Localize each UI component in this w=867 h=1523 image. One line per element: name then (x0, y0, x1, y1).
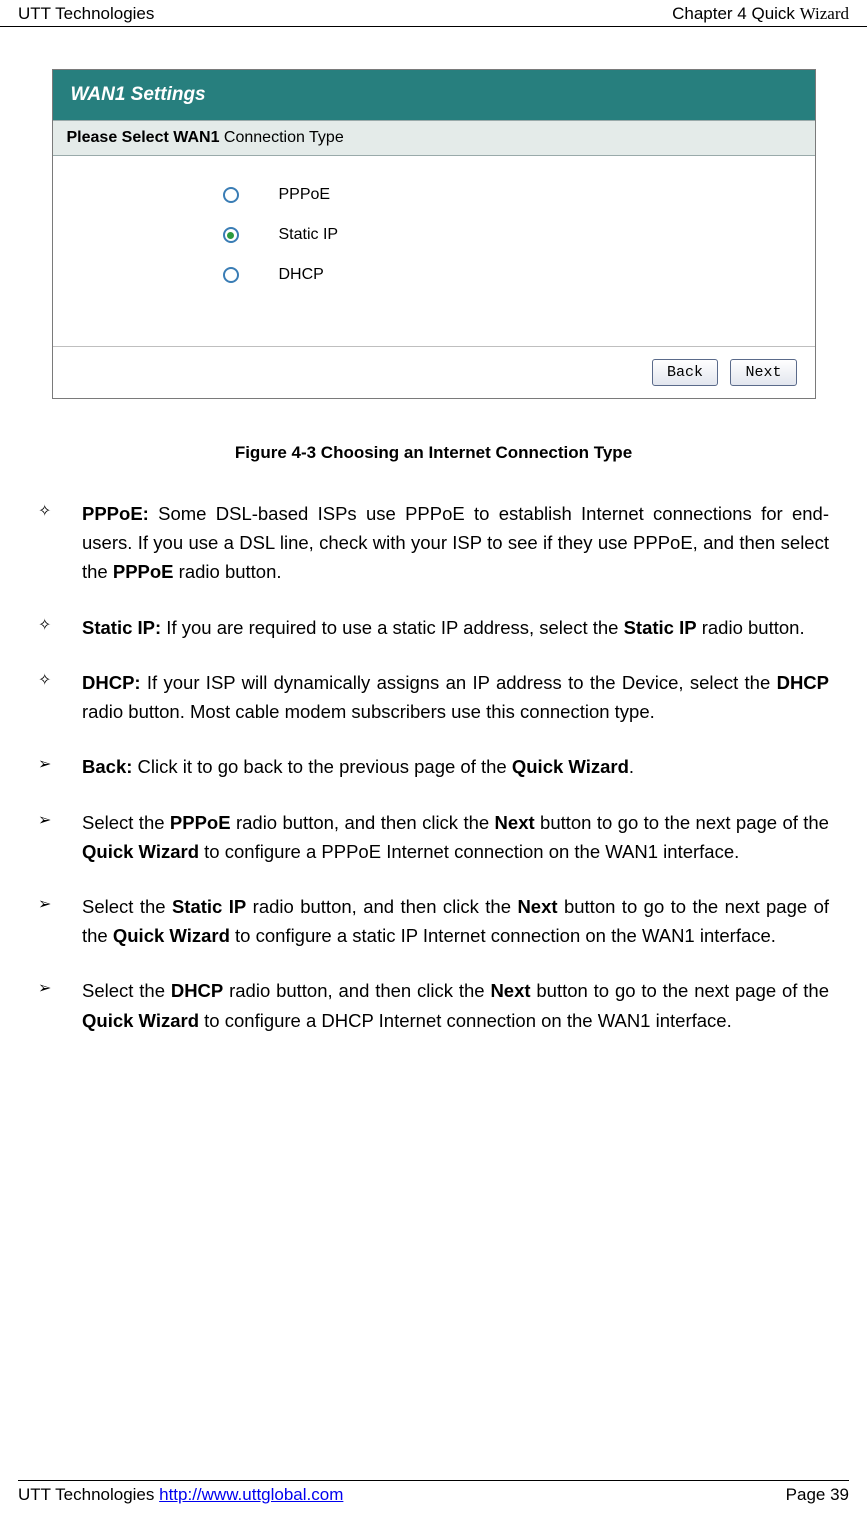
option-row-dhcp[interactable]: DHCP (223, 266, 815, 284)
header-left: UTT Technologies (18, 4, 154, 24)
b: Quick Wizard (82, 1010, 199, 1031)
b: PPPoE (170, 812, 231, 833)
bullet-arrow-icon: ➢ (38, 808, 82, 866)
header-right-prefix: Chapter 4 Quick (672, 4, 800, 23)
button-row: Back Next (53, 346, 815, 398)
bullet-diamond-icon: ✧ (38, 668, 82, 726)
t: radio button. (697, 617, 805, 638)
b: Quick Wizard (113, 925, 230, 946)
item-text: Select the DHCP radio button, and then c… (82, 976, 829, 1034)
t: radio button. (174, 561, 282, 582)
t: Select the (82, 896, 172, 917)
t: Select the (82, 812, 170, 833)
t: If your ISP will dynamically assigns an … (141, 672, 777, 693)
option-label: DHCP (279, 266, 324, 284)
t: to configure a PPPoE Internet connection… (199, 841, 739, 862)
b: Next (495, 812, 535, 833)
item-text: Select the Static IP radio button, and t… (82, 892, 829, 950)
header-right: Chapter 4 Quick Wizard (672, 4, 849, 24)
footer-left: UTT Technologies http://www.uttglobal.co… (18, 1485, 343, 1505)
option-label: PPPoE (279, 186, 331, 204)
option-row-pppoe[interactable]: PPPoE (223, 186, 815, 204)
t: radio button. Most cable modem subscribe… (82, 701, 655, 722)
item-text: PPPoE: Some DSL-based ISPs use PPPoE to … (82, 499, 829, 587)
list-item: ✧ Static IP: If you are required to use … (38, 613, 829, 642)
page-footer: UTT Technologies http://www.uttglobal.co… (18, 1480, 849, 1505)
bullet-diamond-icon: ✧ (38, 613, 82, 642)
t: radio button, and then click the (223, 980, 490, 1001)
body-content: ✧ PPPoE: Some DSL-based ISPs use PPPoE t… (38, 499, 829, 1035)
lead: Back: (82, 756, 132, 777)
item-text: Back: Click it to go back to the previou… (82, 752, 829, 781)
footer-right: Page 39 (786, 1485, 849, 1505)
list-item: ➢ Select the Static IP radio button, and… (38, 892, 829, 950)
inline: DHCP (777, 672, 829, 693)
figure-wrap: WAN1 Settings Please Select WAN1 Connect… (52, 69, 816, 463)
b: Static IP (172, 896, 246, 917)
back-button[interactable]: Back (652, 359, 718, 386)
item-text: DHCP: If your ISP will dynamically assig… (82, 668, 829, 726)
item-text: Select the PPPoE radio button, and then … (82, 808, 829, 866)
t: button to go to the next page of the (535, 812, 829, 833)
t: radio button, and then click the (231, 812, 495, 833)
t: to configure a static IP Internet connec… (230, 925, 776, 946)
inline: PPPoE (113, 561, 174, 582)
t: to configure a DHCP Internet connection … (199, 1010, 732, 1031)
lead: Static IP: (82, 617, 161, 638)
t: button to go to the next page of the (531, 980, 829, 1001)
bullet-arrow-icon: ➢ (38, 892, 82, 950)
list-item: ➢ Back: Click it to go back to the previ… (38, 752, 829, 781)
b: Next (517, 896, 557, 917)
t: . (629, 756, 634, 777)
t: radio button, and then click the (246, 896, 517, 917)
page-header: UTT Technologies Chapter 4 Quick Wizard (0, 0, 867, 27)
list-item: ✧ PPPoE: Some DSL-based ISPs use PPPoE t… (38, 499, 829, 587)
footer-link[interactable]: http://www.uttglobal.com (159, 1485, 343, 1504)
list-item: ➢ Select the PPPoE radio button, and the… (38, 808, 829, 866)
item-text: Static IP: If you are required to use a … (82, 613, 829, 642)
t: Click it to go back to the previous page… (132, 756, 511, 777)
bullet-diamond-icon: ✧ (38, 499, 82, 587)
lead: PPPoE: (82, 503, 149, 524)
radio-icon[interactable] (223, 187, 239, 203)
inline: Static IP (624, 617, 697, 638)
inline: Quick Wizard (512, 756, 629, 777)
list-item: ✧ DHCP: If your ISP will dynamically ass… (38, 668, 829, 726)
bullet-arrow-icon: ➢ (38, 976, 82, 1034)
figure-caption: Figure 4-3 Choosing an Internet Connecti… (52, 443, 816, 463)
b: Quick Wizard (82, 841, 199, 862)
footer-company: UTT Technologies (18, 1485, 159, 1504)
header-right-italic: Wizard (800, 4, 849, 23)
wan-panel: WAN1 Settings Please Select WAN1 Connect… (52, 69, 816, 399)
list-item: ➢ Select the DHCP radio button, and then… (38, 976, 829, 1034)
option-label: Static IP (279, 226, 339, 244)
panel-prompt: Please Select WAN1 Connection Type (53, 120, 815, 156)
b: Next (490, 980, 530, 1001)
t: Select the (82, 980, 171, 1001)
bullet-arrow-icon: ➢ (38, 752, 82, 781)
prompt-rest: WAN1 Connection Type (173, 129, 343, 146)
prompt-bold: Please Select (67, 129, 174, 146)
lead: DHCP: (82, 672, 141, 693)
b: DHCP (171, 980, 223, 1001)
options-area: PPPoE Static IP DHCP (53, 156, 815, 346)
radio-icon[interactable] (223, 267, 239, 283)
t: If you are required to use a static IP a… (161, 617, 623, 638)
panel-title: WAN1 Settings (53, 70, 815, 120)
radio-icon[interactable] (223, 227, 239, 243)
next-button[interactable]: Next (730, 359, 796, 386)
option-row-static[interactable]: Static IP (223, 226, 815, 244)
